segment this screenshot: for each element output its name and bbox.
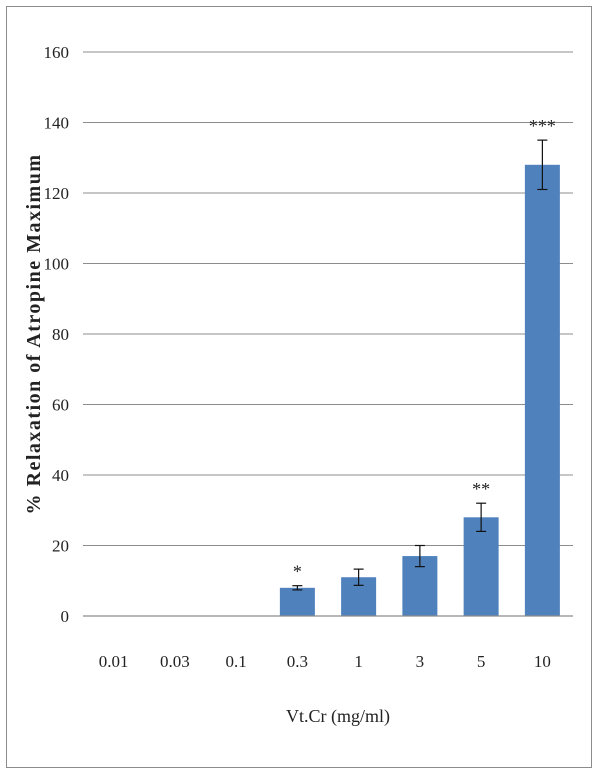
significance-label: * [293, 562, 302, 582]
y-tick-label: 20 [52, 537, 69, 556]
x-tick-label: 5 [477, 652, 486, 671]
y-tick-label: 80 [52, 325, 69, 344]
y-tick-label: 120 [44, 184, 70, 203]
significance-label: *** [529, 116, 556, 136]
x-tick-label: 0.01 [99, 652, 129, 671]
y-tick-label: 40 [52, 466, 69, 485]
bar [279, 587, 315, 616]
y-tick-label: 60 [52, 396, 69, 415]
x-tick-labels: 0.01 0.03 0.1 0.3 1 3 5 10 [99, 652, 551, 671]
significance-labels: ****** [293, 116, 556, 582]
x-tick-label: 3 [416, 652, 425, 671]
x-tick-label: 10 [534, 652, 551, 671]
x-tick-label: 1 [354, 652, 363, 671]
bar [463, 517, 499, 616]
y-axis-title: % Relaxation of Atropine Maximum [23, 154, 45, 515]
y-tick-labels: 0 20 40 60 80 100 120 140 160 [44, 43, 70, 626]
x-tick-label: 0.1 [226, 652, 247, 671]
significance-label: ** [472, 479, 490, 499]
y-tick-label: 160 [44, 43, 70, 62]
chart-frame [6, 6, 592, 768]
bars [279, 164, 560, 617]
error-bars [292, 139, 548, 591]
y-tick-label: 0 [61, 607, 70, 626]
gridlines [83, 51, 573, 546]
bar [524, 164, 560, 617]
x-tick-label: 0.3 [287, 652, 308, 671]
y-tick-label: 100 [44, 255, 70, 274]
x-tick-label: 0.03 [160, 652, 190, 671]
x-axis-title: Vt.Cr (mg/ml) [286, 706, 390, 727]
y-tick-label: 140 [44, 114, 70, 133]
